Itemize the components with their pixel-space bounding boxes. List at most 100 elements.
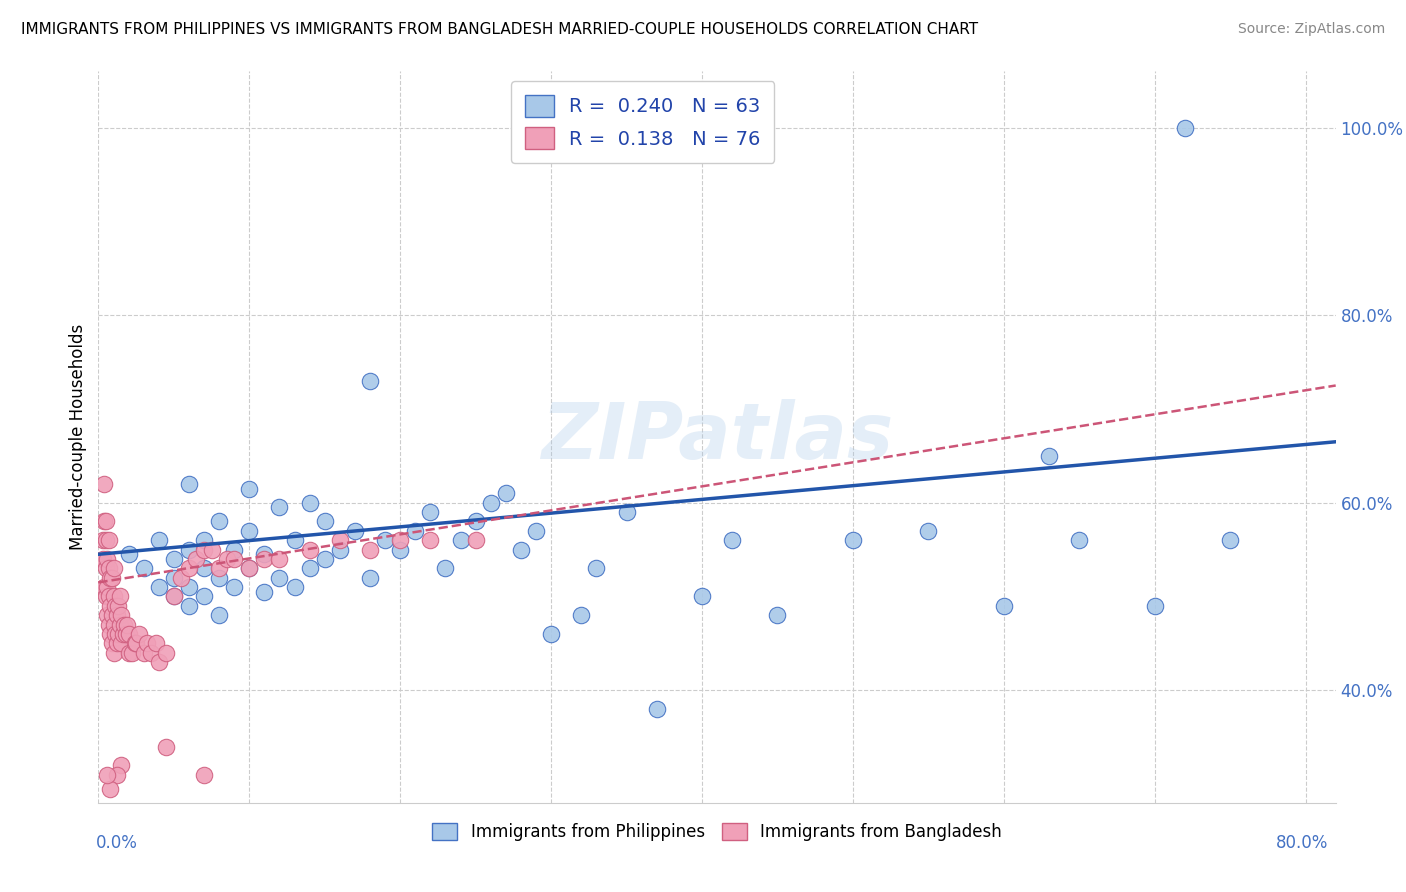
Point — [269, 571, 291, 585]
Point — [524, 524, 547, 538]
Point — [105, 608, 128, 623]
Point — [98, 590, 121, 604]
Point — [224, 580, 246, 594]
Point — [193, 533, 215, 548]
Point — [94, 561, 117, 575]
Point — [509, 542, 531, 557]
Point — [585, 561, 607, 575]
Point — [105, 636, 128, 650]
Point — [98, 561, 121, 575]
Point — [993, 599, 1015, 613]
Point — [690, 590, 713, 604]
Point — [284, 580, 307, 594]
Point — [374, 533, 396, 548]
Point — [115, 617, 138, 632]
Point — [124, 636, 146, 650]
Point — [193, 561, 215, 575]
Point — [101, 571, 124, 585]
Legend: Immigrants from Philippines, Immigrants from Bangladesh: Immigrants from Philippines, Immigrants … — [425, 814, 1010, 849]
Point — [208, 515, 231, 529]
Point — [101, 636, 124, 650]
Point — [163, 571, 186, 585]
Point — [100, 599, 122, 613]
Point — [112, 617, 135, 632]
Point — [125, 636, 148, 650]
Point — [464, 515, 486, 529]
Point — [917, 524, 939, 538]
Point — [1143, 599, 1166, 613]
Point — [117, 627, 139, 641]
Point — [419, 533, 441, 548]
Point — [96, 608, 118, 623]
Point — [163, 552, 186, 566]
Point — [96, 580, 118, 594]
Point — [1038, 449, 1060, 463]
Point — [298, 496, 321, 510]
Point — [103, 617, 125, 632]
Point — [329, 533, 352, 548]
Point — [163, 590, 186, 604]
Point — [200, 542, 222, 557]
Text: IMMIGRANTS FROM PHILIPPINES VS IMMIGRANTS FROM BANGLADESH MARRIED-COUPLE HOUSEHO: IMMIGRANTS FROM PHILIPPINES VS IMMIGRANT… — [21, 22, 979, 37]
Point — [284, 533, 307, 548]
Point — [186, 552, 208, 566]
Point — [110, 636, 132, 650]
Point — [238, 561, 260, 575]
Point — [177, 477, 200, 491]
Point — [107, 627, 129, 641]
Point — [100, 571, 122, 585]
Point — [135, 636, 157, 650]
Point — [170, 571, 193, 585]
Point — [298, 542, 321, 557]
Point — [389, 533, 412, 548]
Point — [224, 542, 246, 557]
Text: 0.0%: 0.0% — [96, 834, 138, 852]
Text: 80.0%: 80.0% — [1277, 834, 1329, 852]
Point — [91, 533, 114, 548]
Point — [177, 599, 200, 613]
Point — [238, 524, 260, 538]
Point — [253, 547, 276, 561]
Point — [645, 702, 668, 716]
Point — [103, 646, 125, 660]
Point — [148, 655, 170, 669]
Point — [121, 646, 143, 660]
Point — [450, 533, 472, 548]
Point — [98, 617, 121, 632]
Point — [96, 552, 118, 566]
Point — [1069, 533, 1091, 548]
Point — [117, 547, 139, 561]
Point — [193, 767, 215, 781]
Point — [98, 533, 121, 548]
Point — [314, 515, 336, 529]
Point — [253, 584, 276, 599]
Point — [569, 608, 592, 623]
Point — [148, 580, 170, 594]
Point — [163, 590, 186, 604]
Point — [96, 767, 118, 781]
Point — [101, 608, 124, 623]
Point — [155, 739, 177, 754]
Point — [208, 608, 231, 623]
Point — [359, 542, 381, 557]
Point — [419, 505, 441, 519]
Point — [434, 561, 457, 575]
Point — [94, 515, 117, 529]
Point — [93, 515, 115, 529]
Point — [359, 374, 381, 388]
Point — [479, 496, 502, 510]
Point — [93, 580, 115, 594]
Point — [91, 552, 114, 566]
Point — [108, 617, 131, 632]
Point — [103, 561, 125, 575]
Point — [100, 627, 122, 641]
Point — [193, 542, 215, 557]
Text: ZIPatlas: ZIPatlas — [541, 399, 893, 475]
Point — [100, 781, 122, 796]
Point — [389, 542, 412, 557]
Point — [269, 500, 291, 515]
Point — [110, 758, 132, 772]
Point — [1174, 120, 1197, 135]
Point — [298, 561, 321, 575]
Point — [842, 533, 865, 548]
